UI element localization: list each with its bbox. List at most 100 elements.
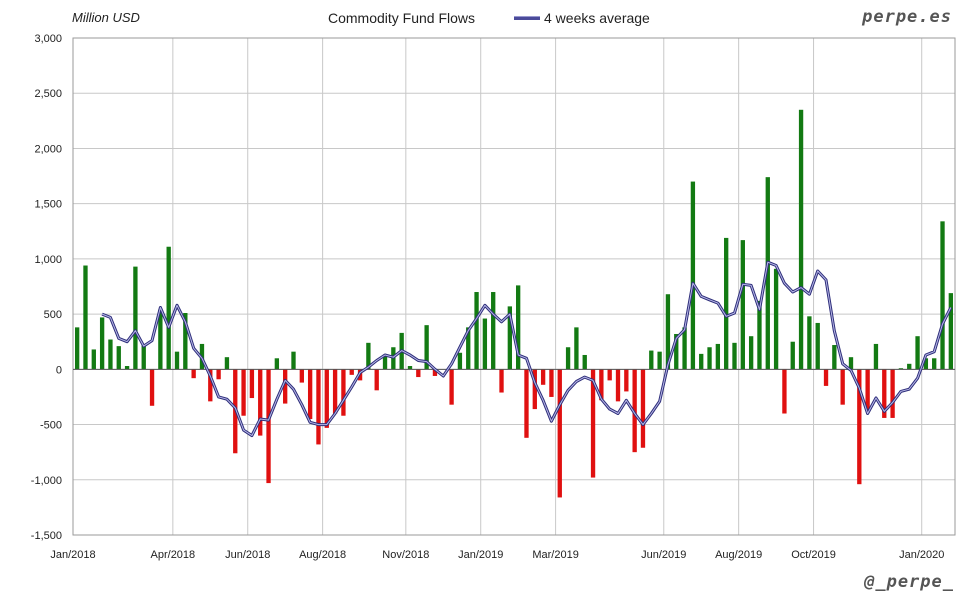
flow-bar: [765, 177, 770, 370]
x-tick-label: Aug/2018: [299, 549, 346, 561]
flow-bar: [366, 342, 371, 370]
x-tick-label: Nov/2018: [382, 549, 429, 561]
flow-bar: [532, 369, 537, 410]
flow-bar: [707, 347, 712, 370]
legend-line-swatch: [514, 16, 540, 20]
x-tick-label: Jun/2019: [641, 549, 686, 561]
flow-bar: [832, 345, 837, 370]
flow-bar: [848, 357, 854, 370]
flow-bar: [690, 181, 696, 370]
y-tick-label: -1,000: [31, 475, 62, 487]
flow-bar: [341, 369, 346, 416]
flow-bar: [374, 369, 379, 391]
flow-bar: [316, 369, 321, 445]
flow-bar: [757, 300, 762, 370]
x-tick-label: Aug/2019: [715, 549, 762, 561]
flow-bar: [116, 346, 121, 370]
flow-bar: [141, 345, 146, 370]
flow-bar: [599, 369, 604, 401]
x-tick-label: Jun/2018: [225, 549, 270, 561]
flow-bar: [773, 268, 779, 370]
y-tick-label: 2,000: [34, 143, 62, 155]
flow-bar: [191, 369, 196, 379]
flow-bar: [83, 265, 88, 370]
flow-bar: [166, 246, 171, 370]
flow-bar: [582, 354, 587, 370]
flow-bar: [798, 109, 804, 370]
y-tick-label: 3,000: [34, 33, 62, 45]
flow-bar: [607, 369, 612, 381]
x-tick-label: Apr/2018: [151, 549, 196, 561]
x-tick-label: Jan/2018: [50, 549, 95, 561]
y-tick-label: 2,500: [34, 88, 62, 100]
flow-bar: [865, 369, 870, 412]
flow-bar: [948, 293, 954, 370]
flow-bar: [657, 351, 662, 370]
flow-bar: [133, 266, 138, 370]
flow-bar: [815, 322, 820, 370]
plot-frame: [72, 37, 956, 536]
flow-bar: [407, 366, 413, 370]
flow-bar: [149, 369, 155, 406]
flow-bar: [91, 349, 96, 370]
y-tick-label: 1,500: [34, 199, 62, 211]
x-tick-label: Jan/2020: [899, 549, 944, 561]
flow-bar: [99, 317, 105, 370]
flow-bar: [890, 369, 895, 418]
flow-bar: [665, 294, 671, 370]
flow-bar: [649, 350, 654, 370]
flow-bar: [590, 369, 596, 478]
flow-bar: [915, 336, 920, 370]
flow-bar: [158, 309, 163, 370]
flow-bar: [307, 369, 313, 420]
flow-bar: [416, 369, 421, 378]
flow-bar: [457, 352, 463, 370]
average-line-inner: [101, 261, 952, 437]
flow-bar: [624, 369, 629, 392]
flow-bar: [873, 343, 879, 370]
flow-bar: [299, 369, 304, 383]
flow-bar: [424, 325, 429, 370]
flow-bar: [491, 292, 496, 370]
y-tick-label: 500: [44, 309, 62, 321]
y-tick-label: -500: [40, 420, 62, 432]
flow-bar: [482, 318, 488, 370]
flow-bar: [823, 369, 829, 386]
flow-bar: [540, 369, 546, 385]
flow-bar: [74, 327, 80, 370]
flow-bar: [324, 369, 329, 428]
flow-bar: [748, 336, 754, 370]
flow-bar: [274, 358, 280, 370]
brand-watermark: perpe.es: [862, 7, 952, 27]
flow-bar: [674, 333, 679, 370]
chart-title: Commodity Fund Flows: [328, 10, 476, 26]
flow-bar: [807, 316, 812, 370]
flow-bar: [258, 369, 263, 436]
flow-bar: [615, 369, 621, 402]
flow-bar: [932, 358, 937, 370]
handle-watermark: @_perpe_: [864, 572, 954, 592]
flow-bar: [249, 369, 255, 399]
flow-bar: [124, 366, 130, 370]
flow-bar: [907, 363, 912, 370]
flow-bar: [840, 369, 845, 405]
flow-bar: [266, 369, 271, 484]
y-tick-label: -1,500: [31, 530, 62, 542]
flow-bar: [898, 368, 904, 370]
flow-bar: [499, 369, 504, 393]
x-tick-label: Jan/2019: [458, 549, 503, 561]
flow-bar: [882, 369, 887, 418]
legend-label: 4 weeks average: [544, 10, 650, 26]
flow-bar: [740, 240, 745, 370]
flow-bar: [640, 369, 646, 448]
y-axis-unit-label: Million USD: [72, 10, 140, 25]
flow-bar: [174, 351, 180, 370]
flow-bar: [108, 339, 113, 370]
flow-bar: [349, 369, 354, 375]
flow-bar: [682, 327, 687, 370]
flow-bar: [732, 342, 737, 370]
flow-bar: [283, 369, 288, 404]
flow-bar: [565, 347, 571, 370]
flow-bar: [291, 351, 296, 370]
